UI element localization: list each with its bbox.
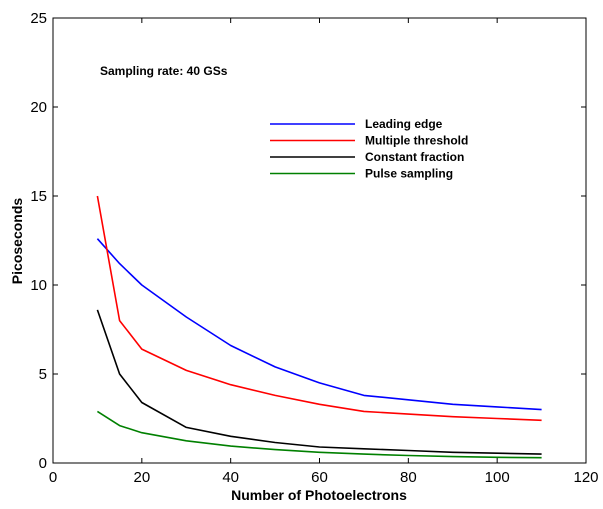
y-axis-label: Picoseconds [9,198,25,285]
series-line-constant-fraction [96,309,542,455]
tick-marks [52,17,587,464]
legend-label-multiple-threshold: Multiple threshold [365,134,468,148]
x-tick-label: 120 [573,469,598,486]
x-tick-label: 40 [222,469,239,486]
series-line-leading-edge [96,238,542,411]
legend-label-constant-fraction: Constant fraction [365,150,464,164]
x-tick-label: 60 [311,469,328,486]
x-tick-label: 80 [400,469,417,486]
x-tick-label: 0 [49,469,57,486]
sampling-rate-annotation: Sampling rate: 40 GSs [100,64,228,78]
plot-frame [52,17,587,464]
x-tick-label: 20 [133,469,150,486]
x-tick-labels: 0 20 40 60 80 100 120 [49,469,599,486]
y-tick-label: 20 [30,99,47,116]
legend: Leading edge Multiple threshold Constant f… [270,117,468,181]
x-tick-label: 100 [485,469,510,486]
y-tick-label: 10 [30,277,47,294]
y-tick-label: 0 [39,455,47,472]
y-tick-label: 5 [39,366,47,383]
x-axis-label: Number of Photoelectrons [231,487,407,503]
legend-label-leading-edge: Leading edge [365,117,443,131]
y-tick-label: 25 [30,10,47,27]
series-line-multiple-threshold [96,195,542,422]
legend-label-pulse-sampling: Pulse sampling [365,167,453,181]
y-tick-label: 15 [30,188,47,205]
series-line-pulse-sampling [96,410,542,459]
y-tick-labels: 0 5 10 15 20 25 [30,10,47,472]
series-lines [96,195,542,459]
